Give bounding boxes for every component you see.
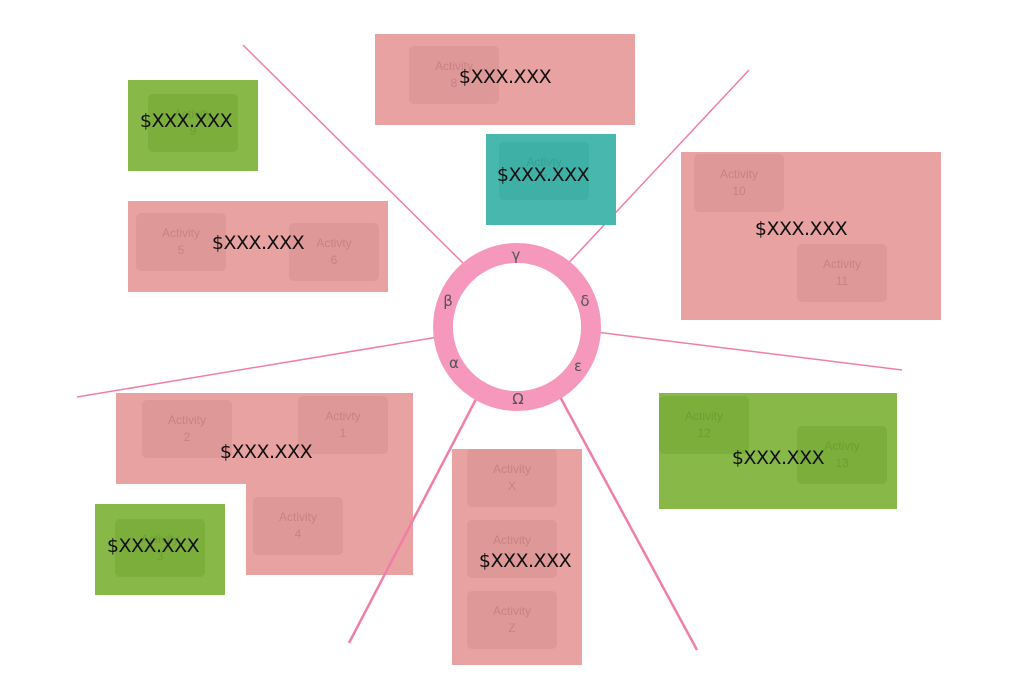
activity-group-7[interactable]: Activty 7 $XXX.XXX [486, 134, 616, 225]
spoke-line [550, 381, 699, 651]
activity-label: Activity [492, 533, 531, 547]
spoke-line [579, 329, 903, 371]
activity-label: Activity [161, 226, 200, 240]
activity-group-3[interactable]: Activity 3 $XXX.XXX [95, 504, 225, 595]
price-label: $XXX.XXX [496, 164, 590, 186]
activity-label: Activity [173, 107, 212, 121]
activity-label: Activity [278, 510, 317, 524]
activity-number: 6 [330, 253, 338, 267]
spoke-line [347, 379, 488, 644]
activity-label: Activity [822, 257, 861, 271]
activity-card-5[interactable]: Activity 5 [136, 213, 226, 271]
activity-group-1-2-4-lower[interactable]: Activity 4 [246, 484, 413, 575]
spoke-line [76, 334, 451, 398]
activity-card-4[interactable]: Activity 4 [253, 497, 343, 555]
activity-label: Activity [167, 413, 206, 427]
center-ring [433, 243, 601, 411]
activity-group-9[interactable]: Activity 9 $XXX.XXX [128, 80, 258, 171]
activity-number: 12 [697, 426, 711, 440]
activity-card-12[interactable]: Activity 12 [659, 396, 749, 454]
activity-group-1-2-4[interactable]: Activity 2 Activty 1 $XXX.XXX [116, 393, 413, 484]
activity-label: Activty [325, 409, 361, 423]
activity-number: 11 [835, 274, 849, 288]
activity-number: Z [508, 621, 516, 635]
activity-label: Activity [140, 532, 179, 546]
activity-group-12-13[interactable]: Activity 12 Activty 13 $XXX.XXX [659, 393, 897, 509]
activity-card-2[interactable]: Activity 2 [142, 400, 232, 458]
activity-label: Activity [719, 167, 758, 181]
ring-label-gamma: γ [511, 246, 521, 264]
price-label: $XXX.XXX [458, 66, 552, 88]
center-ring-inner [453, 263, 581, 391]
activity-card-1[interactable]: Activty 1 [298, 396, 388, 454]
activity-card-3[interactable]: Activity 3 [115, 519, 205, 577]
ring-label-delta: δ [580, 292, 590, 310]
activity-number: 9 [189, 124, 197, 138]
activity-number: 10 [732, 184, 746, 198]
activity-card-y[interactable]: Activity Y [467, 520, 557, 578]
price-label: $XXX.XXX [219, 441, 313, 463]
activity-number: 7 [540, 172, 548, 186]
activity-label: Activity [684, 409, 723, 423]
activity-card-9[interactable]: Activity 9 [148, 94, 238, 152]
price-label: $XXX.XXX [106, 535, 200, 557]
activity-number: 13 [835, 456, 849, 470]
activity-number: 8 [450, 76, 458, 90]
price-label: $XXX.XXX [754, 218, 848, 240]
activity-card-7[interactable]: Activty 7 [499, 142, 589, 200]
price-label: $XXX.XXX [478, 550, 572, 572]
activity-group-10-11[interactable]: Activity 10 Activity 11 $XXX.XXX [681, 152, 941, 320]
ring-label-omega: Ω [512, 390, 524, 408]
activity-group-x-y-z[interactable]: Activity X Activity Y Activity Z $XXX.XX… [452, 449, 582, 665]
ring-label-beta: β [443, 292, 453, 310]
activity-card-11[interactable]: Activity 11 [797, 244, 887, 302]
activity-label: Activty [526, 155, 562, 169]
activity-label: Activity [434, 59, 473, 73]
activity-group-8[interactable]: Activity 8 $XXX.XXX [375, 34, 635, 125]
price-label: $XXX.XXX [139, 110, 233, 132]
activity-number: 3 [156, 549, 164, 563]
ring-label-epsilon: ε [573, 357, 583, 375]
spoke-line [561, 69, 750, 271]
activity-label: Activty [824, 439, 860, 453]
activity-number: 2 [183, 430, 191, 444]
spoke-line [242, 44, 477, 277]
activity-number: X [507, 479, 516, 493]
activity-label: Activity [492, 462, 531, 476]
activity-card-8[interactable]: Activity 8 [409, 46, 499, 104]
activity-number: Y [507, 550, 516, 564]
activity-card-13[interactable]: Activty 13 [797, 426, 887, 484]
price-label: $XXX.XXX [211, 232, 305, 254]
activity-number: 4 [294, 527, 302, 541]
activity-number: 5 [177, 243, 185, 257]
activity-card-x[interactable]: Activity X [467, 449, 557, 507]
activity-card-6[interactable]: Activty 6 [289, 223, 379, 281]
activity-card-z[interactable]: Activity Z [467, 591, 557, 649]
activity-group-5-6[interactable]: Activity 5 Activty 6 $XXX.XXX [128, 201, 388, 292]
activity-number: 1 [339, 426, 347, 440]
activity-label: Activty [316, 236, 352, 250]
activity-card-10[interactable]: Activity 10 [694, 154, 784, 212]
ring-label-alpha: α [449, 354, 459, 372]
price-label: $XXX.XXX [731, 447, 825, 469]
activity-label: Activity [492, 604, 531, 618]
